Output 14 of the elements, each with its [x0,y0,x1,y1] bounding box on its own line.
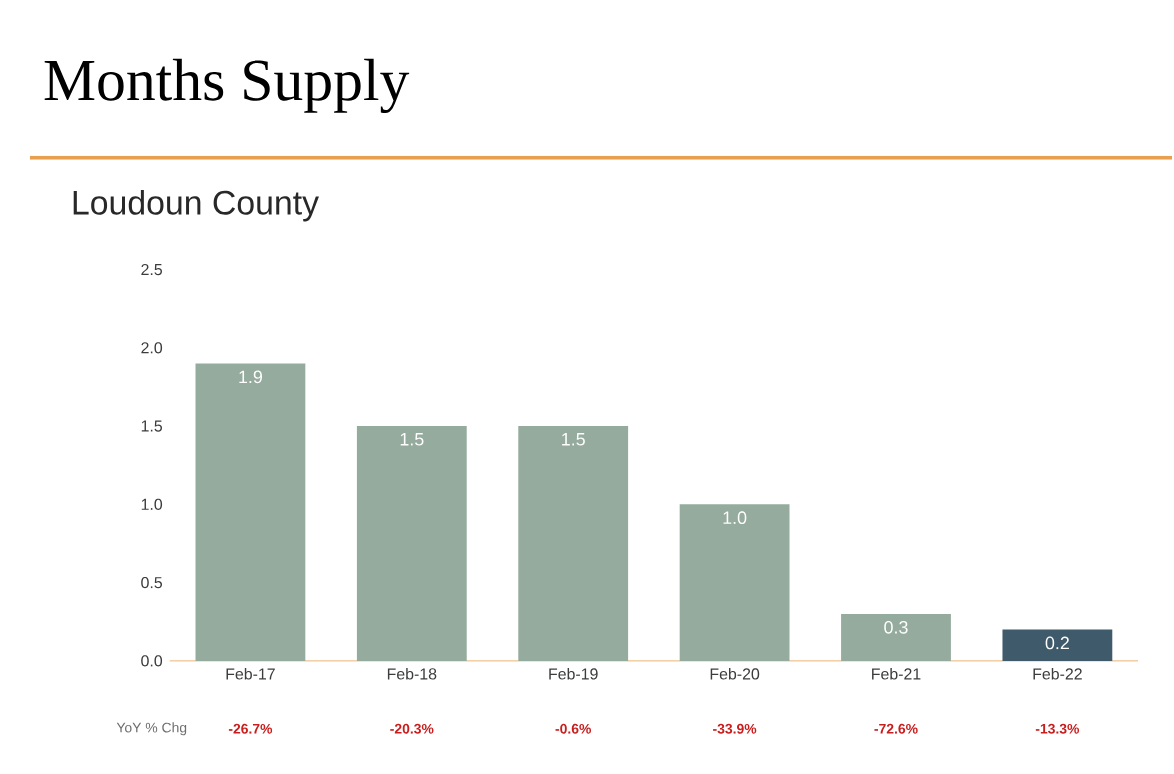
chart-title: Months Supply [44,58,410,113]
bar [518,425,629,661]
data-label: 1.5 [400,432,424,446]
data-label: 1.0 [723,511,747,524]
bar [356,425,467,661]
data-label: 1.9 [239,370,263,383]
bar [841,613,951,661]
data-label: 1.5 [562,432,585,446]
bar [195,363,306,661]
data-label: 0.3 [884,620,908,634]
data-label: 0.2 [1045,636,1069,649]
bar [679,504,790,661]
bar [1002,629,1113,661]
chart-subtitle: Loudoun County [73,189,319,222]
